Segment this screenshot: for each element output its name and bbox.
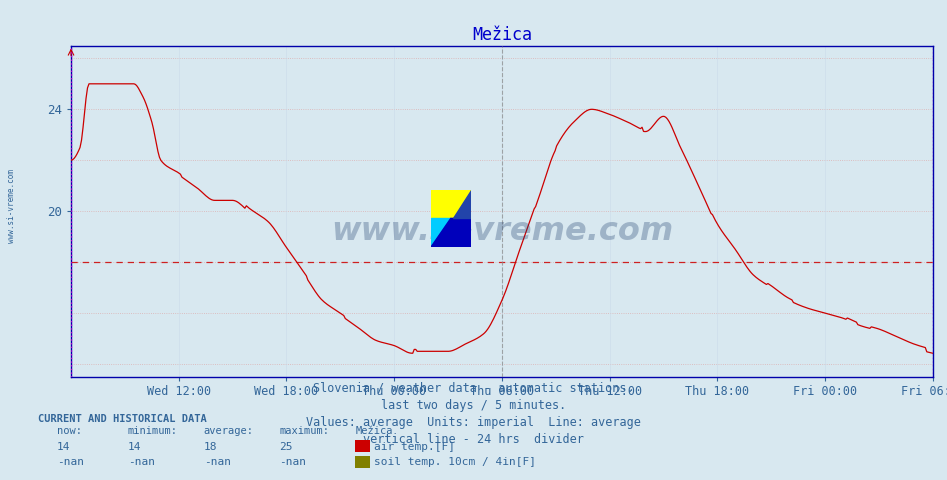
Text: Mežica: Mežica	[355, 426, 393, 436]
Text: 14: 14	[57, 442, 70, 452]
Text: last two days / 5 minutes.: last two days / 5 minutes.	[381, 399, 566, 412]
Text: CURRENT AND HISTORICAL DATA: CURRENT AND HISTORICAL DATA	[38, 414, 206, 424]
Polygon shape	[431, 218, 471, 247]
Text: Slovenia / weather data - automatic stations.: Slovenia / weather data - automatic stat…	[313, 382, 634, 395]
Text: -nan: -nan	[128, 457, 155, 467]
Polygon shape	[453, 190, 471, 218]
Text: minimum:: minimum:	[128, 426, 178, 436]
Text: www.si-vreme.com: www.si-vreme.com	[331, 216, 673, 247]
Text: 18: 18	[204, 442, 217, 452]
Text: www.si-vreme.com: www.si-vreme.com	[7, 169, 16, 243]
Text: 25: 25	[279, 442, 293, 452]
Polygon shape	[431, 190, 471, 218]
Text: -nan: -nan	[279, 457, 307, 467]
Text: soil temp. 10cm / 4in[F]: soil temp. 10cm / 4in[F]	[374, 457, 536, 467]
Text: air temp.[F]: air temp.[F]	[374, 442, 456, 452]
Text: vertical line - 24 hrs  divider: vertical line - 24 hrs divider	[363, 433, 584, 446]
Text: now:: now:	[57, 426, 81, 436]
Text: average:: average:	[204, 426, 254, 436]
Text: 14: 14	[128, 442, 141, 452]
Text: -nan: -nan	[57, 457, 84, 467]
Text: maximum:: maximum:	[279, 426, 330, 436]
Text: -nan: -nan	[204, 457, 231, 467]
Title: Mežica: Mežica	[472, 26, 532, 44]
Polygon shape	[431, 218, 451, 247]
Text: Values: average  Units: imperial  Line: average: Values: average Units: imperial Line: av…	[306, 416, 641, 429]
